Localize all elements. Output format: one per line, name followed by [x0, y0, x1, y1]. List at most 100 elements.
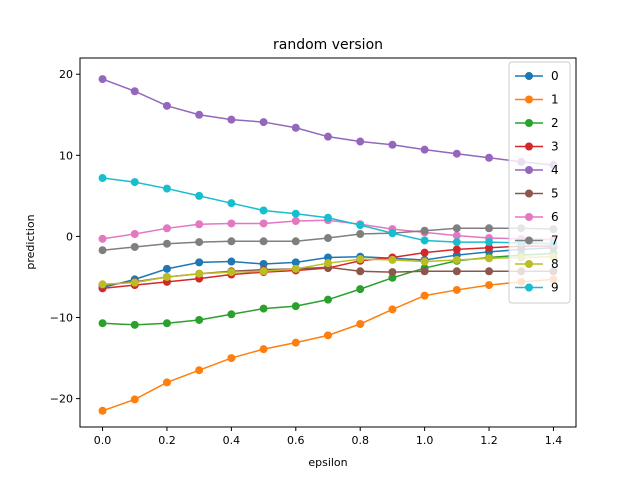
data-point: [195, 220, 204, 229]
data-point: [420, 257, 429, 266]
data-point: [130, 87, 139, 96]
y-tick-label: 10: [59, 149, 73, 162]
data-point: [227, 199, 236, 208]
data-point: [356, 255, 365, 264]
data-point: [227, 354, 236, 363]
x-tick-label: 1.4: [545, 434, 563, 447]
data-point: [388, 255, 397, 264]
data-point: [324, 132, 332, 141]
data-point: [324, 213, 332, 222]
data-point: [162, 239, 171, 248]
data-point: [324, 331, 332, 340]
y-axis-label: prediction: [24, 214, 37, 269]
data-point: [420, 226, 429, 235]
data-point: [388, 273, 397, 282]
data-point: [356, 267, 365, 276]
data-point: [291, 338, 300, 347]
data-point: [195, 238, 204, 247]
data-point: [452, 267, 461, 276]
legend-swatch-marker: [525, 95, 533, 104]
data-point: [130, 229, 139, 238]
data-point: [452, 255, 461, 264]
series-layer: [98, 75, 558, 415]
data-point: [452, 149, 461, 158]
data-point: [162, 101, 171, 110]
legend-label: 3: [551, 140, 559, 154]
data-point: [130, 242, 139, 251]
legend-label: 2: [551, 116, 559, 130]
data-point: [195, 191, 204, 200]
x-axis: 0.0 0.2 0.4 0.6 0.8 1.0 1.2 1.4: [94, 427, 562, 447]
data-point: [130, 395, 139, 404]
data-point: [259, 259, 268, 268]
data-point: [130, 320, 139, 329]
legend-swatch-marker: [525, 213, 533, 221]
legend-label: 4: [551, 163, 559, 177]
data-point: [227, 115, 236, 124]
data-point: [98, 280, 107, 289]
data-point: [291, 209, 300, 218]
data-point: [324, 253, 332, 262]
data-point: [195, 269, 204, 278]
data-point: [98, 246, 107, 255]
data-point: [388, 140, 397, 149]
data-point: [227, 219, 236, 228]
legend-swatch-marker: [525, 72, 533, 80]
data-point: [324, 259, 332, 268]
data-point: [259, 219, 268, 228]
legend-label: 9: [551, 281, 559, 295]
data-point: [324, 234, 332, 243]
x-tick-label: 0.0: [94, 434, 112, 447]
data-point: [98, 75, 107, 84]
legend-swatch-marker: [525, 166, 533, 174]
legend-item-3: 3: [515, 140, 559, 154]
data-point: [485, 281, 494, 290]
legend-item-4: 4: [515, 163, 559, 177]
y-tick-label: −20: [50, 393, 73, 406]
legend-item-6: 6: [515, 210, 559, 224]
legend-swatch-marker: [525, 236, 533, 245]
data-point: [452, 285, 461, 294]
data-point: [162, 184, 171, 193]
data-point: [259, 345, 268, 354]
plot-frame: [79, 57, 577, 428]
legend-box: [508, 61, 571, 304]
legend-swatch-marker: [525, 260, 533, 268]
data-point: [452, 238, 461, 247]
data-point: [452, 231, 461, 240]
legend-item-1: 1: [515, 93, 559, 107]
legend-item-8: 8: [515, 257, 559, 271]
y-tick-label: 0: [66, 230, 73, 243]
data-point: [162, 319, 171, 328]
data-point: [162, 264, 171, 273]
data-point: [259, 304, 268, 313]
y-tick-label: 20: [59, 68, 73, 81]
data-point: [485, 243, 494, 252]
data-point: [420, 267, 429, 276]
legend-item-9: 9: [515, 281, 559, 295]
data-point: [291, 302, 300, 311]
data-point: [388, 229, 397, 238]
data-point: [227, 257, 236, 266]
series-4: [98, 75, 558, 170]
data-point: [356, 229, 365, 238]
legend-swatch-marker: [525, 189, 533, 198]
data-point: [291, 217, 300, 226]
x-tick-label: 1.0: [416, 434, 434, 447]
chart-title: random version: [273, 37, 383, 53]
data-point: [195, 315, 204, 324]
data-point: [452, 245, 461, 254]
data-point: [162, 224, 171, 233]
series-7: [98, 224, 558, 255]
series-8: [98, 252, 558, 289]
data-point: [195, 110, 204, 119]
data-point: [356, 285, 365, 294]
data-point: [259, 237, 268, 246]
legend-label: 7: [551, 234, 559, 248]
data-point: [485, 238, 494, 247]
data-point: [485, 254, 494, 263]
x-axis-label: epsilon: [308, 456, 347, 469]
data-point: [485, 267, 494, 276]
data-point: [291, 264, 300, 273]
data-point: [130, 178, 139, 187]
